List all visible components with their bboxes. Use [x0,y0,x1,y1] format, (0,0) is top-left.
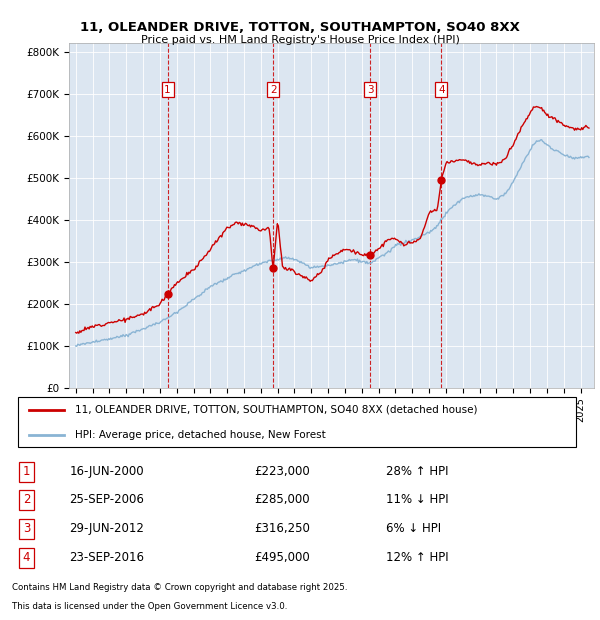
Text: £316,250: £316,250 [254,522,310,535]
Text: £223,000: £223,000 [254,466,310,479]
Text: 11% ↓ HPI: 11% ↓ HPI [386,494,449,507]
Text: 23-SEP-2016: 23-SEP-2016 [70,551,145,564]
Text: 3: 3 [367,84,373,95]
Text: Price paid vs. HM Land Registry's House Price Index (HPI): Price paid vs. HM Land Registry's House … [140,35,460,45]
Text: 11, OLEANDER DRIVE, TOTTON, SOUTHAMPTON, SO40 8XX (detached house): 11, OLEANDER DRIVE, TOTTON, SOUTHAMPTON,… [76,405,478,415]
Text: 2: 2 [270,84,277,95]
Text: Contains HM Land Registry data © Crown copyright and database right 2025.: Contains HM Land Registry data © Crown c… [12,583,347,592]
Text: 12% ↑ HPI: 12% ↑ HPI [386,551,449,564]
Text: 1: 1 [164,84,171,95]
Text: 4: 4 [438,84,445,95]
Text: 1: 1 [23,466,30,479]
Text: 3: 3 [23,522,30,535]
Text: 16-JUN-2000: 16-JUN-2000 [70,466,144,479]
Text: 2: 2 [23,494,30,507]
Text: 25-SEP-2006: 25-SEP-2006 [70,494,145,507]
FancyBboxPatch shape [18,397,577,447]
Text: This data is licensed under the Open Government Licence v3.0.: This data is licensed under the Open Gov… [12,602,287,611]
Text: 6% ↓ HPI: 6% ↓ HPI [386,522,442,535]
Text: HPI: Average price, detached house, New Forest: HPI: Average price, detached house, New … [76,430,326,440]
Text: £285,000: £285,000 [254,494,310,507]
Text: 11, OLEANDER DRIVE, TOTTON, SOUTHAMPTON, SO40 8XX: 11, OLEANDER DRIVE, TOTTON, SOUTHAMPTON,… [80,21,520,33]
Text: 29-JUN-2012: 29-JUN-2012 [70,522,145,535]
Text: 4: 4 [23,551,30,564]
Text: £495,000: £495,000 [254,551,310,564]
Text: 28% ↑ HPI: 28% ↑ HPI [386,466,449,479]
